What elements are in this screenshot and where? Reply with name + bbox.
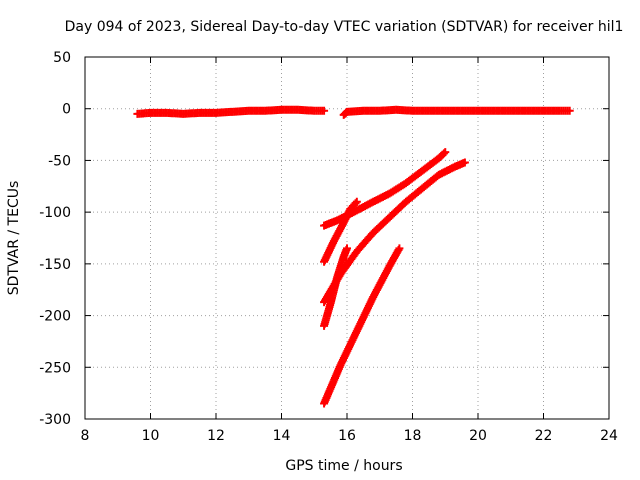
data-point (352, 197, 361, 206)
y-axis-label: SDTVAR / TECUs (6, 181, 22, 296)
series-trace (339, 105, 574, 119)
y-tick-label: -50 (48, 153, 71, 169)
y-tick-label: -250 (39, 360, 71, 376)
y-tick-label: 0 (62, 102, 71, 118)
data-point (565, 106, 574, 115)
x-tick-label: 22 (535, 428, 553, 444)
series-trace (320, 244, 404, 408)
data-point (439, 149, 448, 158)
data-point (351, 199, 360, 208)
chart-title: Day 094 of 2023, Sidereal Day-to-day VTE… (65, 19, 624, 35)
series-trace (133, 105, 329, 118)
y-tick-label: -300 (39, 412, 71, 428)
x-tick-label: 12 (207, 428, 225, 444)
x-tick-label: 10 (142, 428, 160, 444)
x-axis-label: GPS time / hours (285, 458, 402, 474)
data-point (395, 244, 404, 253)
y-tick-label: -200 (39, 309, 71, 325)
data-point (320, 106, 329, 115)
x-tick-label: 18 (404, 428, 422, 444)
y-tick-label: -150 (39, 257, 71, 273)
x-tick-label: 20 (469, 428, 487, 444)
series-trace (320, 197, 361, 266)
x-tick-label: 16 (338, 428, 356, 444)
x-tick-label: 14 (273, 428, 291, 444)
data-series (133, 105, 574, 408)
y-tick-label: -100 (39, 205, 71, 221)
y-tick-label: 50 (53, 50, 71, 66)
data-point (441, 148, 450, 157)
data-point (343, 244, 351, 253)
series-trace (320, 148, 450, 230)
grid (85, 57, 609, 419)
axis-ticks: 8 10 12 14 16 18 20 22 24 50 0 -50 -100 -150 -200 -250 -… (39, 50, 618, 444)
data-point (460, 158, 469, 167)
series-trace (320, 244, 351, 330)
x-tick-label: 8 (81, 428, 90, 444)
x-tick-label: 24 (600, 428, 618, 444)
series-trace (320, 158, 469, 307)
